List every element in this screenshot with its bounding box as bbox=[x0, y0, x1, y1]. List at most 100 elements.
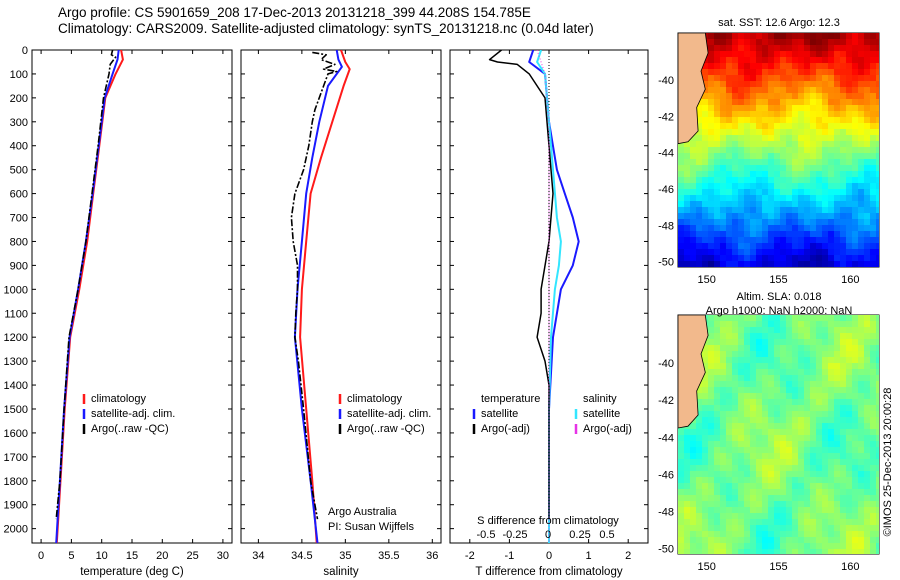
sla-map-cell bbox=[696, 483, 703, 490]
sla-map-cell bbox=[870, 513, 877, 520]
sst-map-cell bbox=[768, 243, 775, 250]
sla-map-cell bbox=[852, 363, 859, 370]
sla-map-cell bbox=[828, 381, 835, 388]
sst-map-cell bbox=[678, 255, 685, 262]
sla-map-cell bbox=[720, 489, 727, 496]
sla-map-cell bbox=[864, 315, 871, 322]
sla-map-cell bbox=[846, 435, 853, 442]
sst-map-cell bbox=[798, 45, 805, 52]
sla-map-cell bbox=[786, 315, 793, 322]
sst-map-cell bbox=[744, 153, 751, 160]
sla-map-cell bbox=[696, 423, 703, 430]
sst-map-cell bbox=[774, 147, 781, 154]
sla-map-cell bbox=[756, 453, 763, 460]
sst-map-cell bbox=[864, 189, 871, 196]
sla-map-cell bbox=[852, 357, 859, 364]
sla-map-cell bbox=[780, 483, 787, 490]
sla-map-cell bbox=[732, 441, 739, 448]
sla-map-cell bbox=[864, 333, 871, 340]
salinity-xtick-label: 36 bbox=[426, 550, 438, 562]
sla-map-cell bbox=[804, 501, 811, 508]
sst-map-cell bbox=[810, 255, 817, 262]
sla-map-cell bbox=[840, 519, 847, 526]
sla-map-cell bbox=[708, 381, 715, 388]
sla-map-cell bbox=[876, 459, 879, 466]
sst-map-cell bbox=[714, 165, 721, 172]
sst-map-cell bbox=[768, 189, 775, 196]
sst-map-cell bbox=[870, 255, 877, 262]
sst-map-cell bbox=[852, 141, 859, 148]
sla-map-cell bbox=[738, 339, 745, 346]
sst-map-cell bbox=[792, 183, 799, 190]
sst-map-cell bbox=[798, 57, 805, 64]
sla-map-cell bbox=[702, 429, 709, 436]
sst-map-cell bbox=[822, 141, 829, 148]
sst-map-cell bbox=[810, 57, 817, 64]
sla-map-cell bbox=[780, 369, 787, 376]
sst-map-cell bbox=[684, 141, 691, 148]
sla-map-cell bbox=[846, 477, 853, 484]
sst-map-cell bbox=[858, 243, 865, 250]
sst-map-cell bbox=[738, 33, 745, 40]
sst-map-cell bbox=[744, 189, 751, 196]
sla-map-cell bbox=[828, 411, 835, 418]
sla-map-cell bbox=[804, 435, 811, 442]
sst-map-cell bbox=[744, 45, 751, 52]
sla-map-cell bbox=[738, 411, 745, 418]
sst-map-cell bbox=[792, 123, 799, 130]
sst-map-cell bbox=[870, 81, 877, 88]
sla-map-cell bbox=[816, 531, 823, 538]
sst-map-cell bbox=[738, 99, 745, 106]
sst-map-cell bbox=[774, 249, 781, 256]
sla-map-cell bbox=[822, 549, 829, 554]
sst-map-cell bbox=[774, 165, 781, 172]
depth-tick-label: 100 bbox=[10, 69, 28, 81]
sst-map-cell bbox=[810, 177, 817, 184]
sla-map-cell bbox=[810, 537, 817, 544]
sla-map-cell bbox=[738, 399, 745, 406]
sst-map-cell bbox=[840, 123, 847, 130]
sst-map-cell bbox=[732, 135, 739, 142]
sla-map-cell bbox=[744, 453, 751, 460]
sst-map-cell bbox=[684, 249, 691, 256]
sla-map-cell bbox=[756, 483, 763, 490]
sst-map-cell bbox=[696, 201, 703, 208]
sst-map-cell bbox=[786, 249, 793, 256]
sla-map-cell bbox=[714, 393, 721, 400]
sla-map-cell bbox=[684, 477, 691, 484]
sla-map-cell bbox=[840, 543, 847, 550]
sst-map-cell bbox=[720, 63, 727, 70]
sla-map-cell bbox=[708, 345, 715, 352]
sla-map-cell bbox=[750, 429, 757, 436]
sst-map-cell bbox=[714, 69, 721, 76]
sst-map-cell bbox=[738, 141, 745, 148]
sla-map-cell bbox=[756, 513, 763, 520]
sst-map-cell bbox=[840, 159, 847, 166]
sst-map-cell bbox=[810, 69, 817, 76]
sst-map-cell bbox=[756, 249, 763, 256]
sla-map-cell bbox=[774, 363, 781, 370]
sla-map-cell bbox=[696, 435, 703, 442]
sst-map-cell bbox=[840, 261, 847, 267]
sla-map-cell bbox=[780, 315, 787, 322]
sst-map-cell bbox=[834, 237, 841, 244]
sst-map-cell bbox=[864, 129, 871, 136]
sla-map-cell bbox=[876, 531, 879, 538]
sst-map-cell bbox=[762, 159, 769, 166]
sla-map-cell bbox=[720, 435, 727, 442]
sst-map-cell bbox=[876, 93, 879, 100]
sst-map-cell bbox=[774, 231, 781, 238]
sla-map-cell bbox=[780, 477, 787, 484]
sst-map-cell bbox=[696, 129, 703, 136]
sla-map-cell bbox=[804, 483, 811, 490]
sla-map-cell bbox=[720, 483, 727, 490]
sst-map-cell bbox=[756, 237, 763, 244]
sst-map-cell bbox=[726, 81, 733, 88]
sst-map-cell bbox=[828, 183, 835, 190]
sla-map-cell bbox=[720, 501, 727, 508]
sst-map-cell bbox=[678, 237, 685, 244]
sla-map-cell bbox=[792, 459, 799, 466]
sla-map-cell bbox=[798, 381, 805, 388]
sla-map-cell bbox=[780, 363, 787, 370]
sla-map-cell bbox=[726, 423, 733, 430]
